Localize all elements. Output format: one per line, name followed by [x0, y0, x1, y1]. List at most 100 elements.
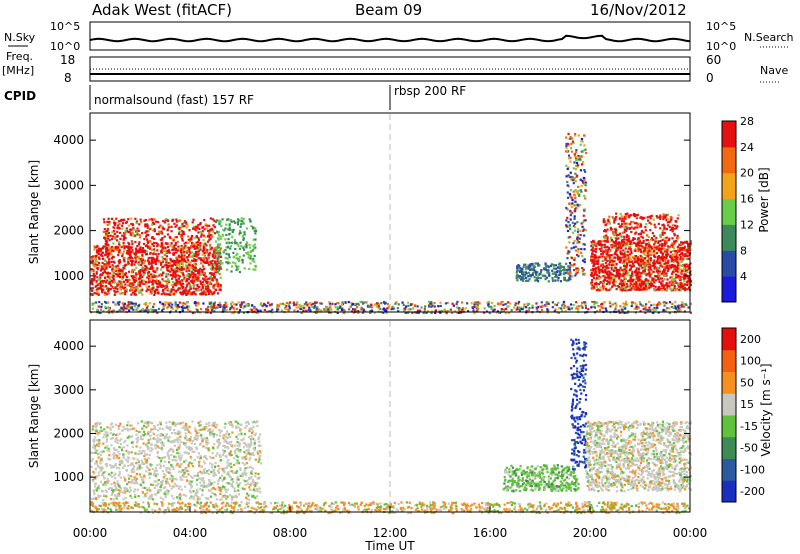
data-cell [224, 256, 227, 260]
data-cell [427, 305, 431, 308]
data-cell [646, 287, 649, 290]
data-cell [369, 305, 372, 309]
data-cell [630, 250, 633, 253]
data-cell [594, 243, 597, 246]
data-cell [407, 304, 410, 307]
data-cell [651, 232, 654, 235]
data-cell [171, 259, 174, 262]
data-cell [634, 231, 638, 234]
data-cell [528, 278, 531, 281]
data-cell [160, 243, 163, 246]
data-cell [140, 279, 144, 282]
data-cell [112, 247, 115, 250]
data-cell [192, 252, 195, 255]
data-cell [619, 213, 622, 216]
data-cell [143, 309, 146, 312]
data-cell [461, 308, 464, 311]
data-cell [633, 307, 636, 310]
data-cell [644, 303, 648, 306]
date-title: 16/Nov/2012 [590, 1, 687, 19]
data-cell [130, 285, 133, 288]
data-cell [203, 428, 206, 431]
data-cell [572, 224, 576, 228]
data-cell [638, 257, 641, 260]
data-cell [618, 256, 621, 259]
data-cell [350, 301, 353, 305]
data-cell [235, 253, 238, 257]
data-cell [563, 267, 566, 270]
data-cell [225, 233, 228, 237]
data-cell [248, 218, 251, 221]
data-cell [624, 243, 627, 246]
data-cell [161, 237, 164, 240]
data-cell [555, 275, 559, 278]
data-cell [152, 241, 156, 245]
data-cell [647, 245, 651, 248]
data-cell [198, 274, 201, 277]
data-cell [610, 277, 613, 280]
data-cell [161, 302, 164, 306]
data-cell [627, 241, 630, 244]
data-cell [564, 310, 567, 313]
data-cell [634, 249, 637, 252]
data-cell [202, 476, 205, 480]
data-cell [642, 270, 645, 273]
data-cell [148, 280, 151, 283]
data-cell [622, 284, 625, 287]
data-cell [607, 273, 610, 277]
data-cell [221, 233, 224, 236]
data-cell [658, 216, 661, 219]
data-cell [152, 305, 155, 308]
data-cell [160, 268, 163, 271]
data-cell [633, 257, 636, 260]
data-cell [557, 301, 560, 304]
data-cell [138, 241, 141, 244]
data-cell [644, 257, 647, 260]
data-cell [621, 222, 624, 225]
freq-label: Freq. [6, 50, 33, 63]
data-cell [101, 251, 105, 254]
data-cell [639, 223, 643, 226]
data-cell [573, 257, 577, 260]
data-cell [674, 252, 677, 255]
data-cell [263, 308, 266, 312]
data-cell [189, 293, 192, 296]
data-cell [592, 286, 596, 289]
data-cell [582, 214, 585, 217]
data-cell [638, 276, 641, 280]
data-cell [613, 276, 616, 280]
data-cell [206, 235, 210, 238]
data-cell [181, 309, 185, 312]
data-cell [517, 307, 520, 311]
data-cell [633, 215, 636, 218]
data-cell [179, 478, 182, 481]
data-cell [623, 305, 626, 308]
data-cell [175, 305, 179, 308]
data-cell [172, 252, 175, 255]
data-cell [525, 267, 528, 270]
data-cell [609, 254, 612, 257]
data-cell [187, 308, 190, 311]
data-cell [639, 232, 643, 235]
data-cell [136, 488, 140, 491]
data-cell [190, 251, 194, 254]
data-cell [191, 234, 194, 238]
data-cell [622, 252, 626, 255]
data-cell [516, 267, 519, 270]
data-cell [193, 262, 196, 266]
data-cell [615, 304, 618, 307]
data-cell [527, 271, 531, 274]
data-cell [98, 247, 101, 250]
data-cell [379, 307, 382, 310]
data-cell [225, 303, 228, 306]
data-cell [309, 310, 312, 313]
data-cell [560, 309, 564, 312]
data-cell [163, 235, 166, 238]
data-cell [561, 265, 564, 269]
data-cell [574, 200, 577, 204]
data-cell [164, 264, 167, 267]
data-cell [150, 266, 153, 269]
data-cell [208, 302, 211, 305]
data-cell [604, 307, 607, 310]
